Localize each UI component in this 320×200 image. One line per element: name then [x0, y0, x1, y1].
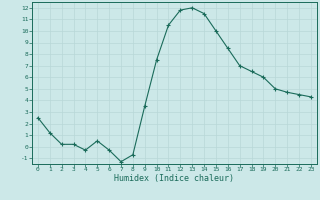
X-axis label: Humidex (Indice chaleur): Humidex (Indice chaleur) — [115, 174, 234, 183]
